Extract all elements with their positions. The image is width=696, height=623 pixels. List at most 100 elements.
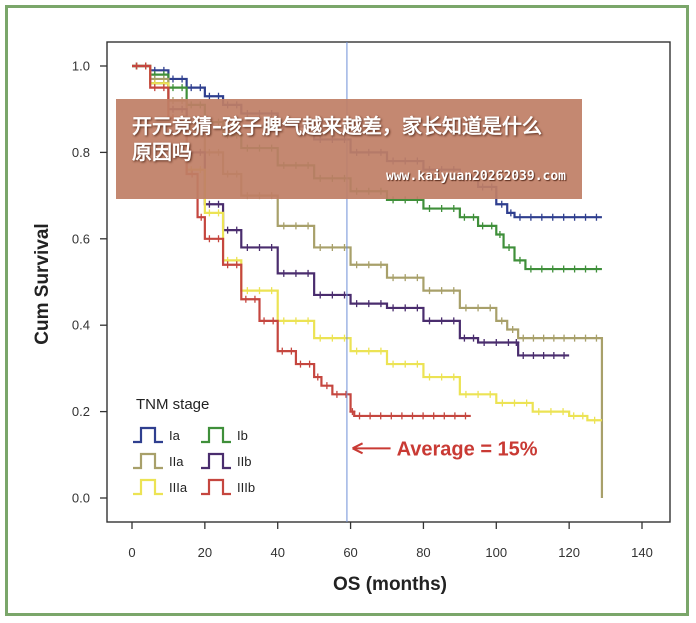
censor-mark	[280, 317, 287, 325]
censor-mark	[377, 261, 384, 269]
censor-mark	[353, 261, 360, 269]
censor-mark	[256, 287, 263, 295]
censor-mark	[292, 222, 299, 230]
censor-mark	[520, 351, 527, 359]
censor-mark	[549, 265, 556, 273]
censor-mark	[438, 317, 445, 325]
censor-mark	[498, 200, 505, 208]
y-tick-label: 0.2	[72, 404, 90, 419]
censor-mark	[462, 390, 469, 398]
censor-mark	[314, 373, 321, 381]
censor-mark	[426, 317, 433, 325]
y-tick-label: 0.4	[72, 318, 90, 333]
annotation-text: Average = 15%	[397, 438, 538, 460]
censor-mark	[333, 390, 340, 398]
y-tick-label: 0.8	[72, 145, 90, 160]
censor-mark	[188, 84, 195, 92]
censor-mark	[571, 213, 578, 221]
censor-mark	[488, 222, 495, 230]
censor-mark	[462, 412, 469, 420]
censor-mark	[297, 360, 304, 368]
censor-mark	[450, 205, 457, 213]
legend-swatch-ia	[133, 426, 163, 444]
censor-mark	[530, 351, 537, 359]
censor-mark	[438, 205, 445, 213]
censor-mark	[215, 92, 222, 100]
legend-swatch-iib	[201, 452, 231, 470]
censor-mark	[450, 373, 457, 381]
x-tick-label: 140	[631, 545, 653, 560]
censor-mark	[523, 399, 530, 407]
censor-mark	[420, 412, 427, 420]
censor-mark	[527, 265, 534, 273]
legend-label-ia: Ia	[169, 428, 181, 443]
censor-mark	[481, 338, 488, 346]
plot-border	[106, 41, 671, 523]
annotation-arrowhead	[352, 442, 364, 455]
censor-mark	[496, 230, 503, 238]
censor-mark	[288, 347, 295, 355]
censor-mark	[409, 412, 416, 420]
censor-mark	[571, 265, 578, 273]
censor-mark	[593, 265, 600, 273]
censor-mark	[540, 334, 547, 342]
censor-mark	[507, 209, 514, 217]
censor-mark	[540, 351, 547, 359]
censor-mark	[398, 412, 405, 420]
censor-mark	[224, 226, 231, 234]
censor-mark	[206, 235, 213, 243]
censor-mark	[438, 373, 445, 381]
censor-mark	[215, 235, 222, 243]
censor-mark	[133, 62, 140, 70]
legend-swatch-iia	[133, 452, 163, 470]
censor-mark	[151, 84, 158, 92]
censor-mark	[270, 317, 277, 325]
censor-mark	[224, 261, 231, 269]
x-tick-label: 120	[558, 545, 580, 560]
censor-mark	[426, 373, 433, 381]
censor-mark	[242, 295, 249, 303]
censor-mark	[591, 416, 598, 424]
x-tick-label: 80	[416, 545, 430, 560]
censor-mark	[593, 334, 600, 342]
censor-mark	[142, 62, 149, 70]
censor-mark	[377, 300, 384, 308]
censor-mark	[461, 213, 468, 221]
axes: 0 20 40 60 80 100 120 140 0.0 0.2 0.4 0.6 0.8 1.0	[72, 41, 671, 560]
censor-mark	[498, 317, 505, 325]
censor-mark	[365, 300, 372, 308]
censor-mark	[461, 334, 468, 342]
censor-mark	[550, 351, 557, 359]
censor-mark	[377, 347, 384, 355]
censor-mark	[450, 317, 457, 325]
censor-mark	[479, 222, 486, 230]
x-axis-label: OS (months)	[333, 574, 447, 595]
censor-mark	[582, 334, 589, 342]
censor-mark	[509, 326, 516, 334]
censor-mark	[206, 92, 213, 100]
y-tick-label: 1.0	[72, 59, 90, 74]
banner-url[interactable]: www.kaiyuan20262039.com	[385, 169, 566, 184]
censor-mark	[402, 274, 409, 282]
censor-mark	[280, 269, 287, 277]
censor-mark	[279, 347, 286, 355]
y-axis-label: Cum Survival	[32, 223, 53, 344]
legend-swatch-ib	[201, 426, 231, 444]
overlay-banner[interactable]: 开元竞猜–孩子脾气越来越差，家长知道是什么原因吗 www.kaiyuan2026…	[116, 99, 582, 199]
censor-mark	[306, 360, 313, 368]
censor-mark	[377, 412, 384, 420]
x-tick-label: 100	[485, 545, 507, 560]
censor-mark	[414, 360, 421, 368]
legend-swatch-iiia	[133, 478, 163, 496]
censor-mark	[414, 274, 421, 282]
censor-mark	[268, 287, 275, 295]
censor-mark	[475, 304, 482, 312]
censor-mark	[233, 261, 240, 269]
censor-mark	[256, 243, 263, 251]
censor-mark	[197, 84, 204, 92]
x-tick-label: 20	[198, 545, 212, 560]
censor-mark	[582, 213, 589, 221]
x-tick-label: 60	[343, 545, 357, 560]
censor-mark	[579, 412, 586, 420]
censor-mark	[570, 412, 577, 420]
